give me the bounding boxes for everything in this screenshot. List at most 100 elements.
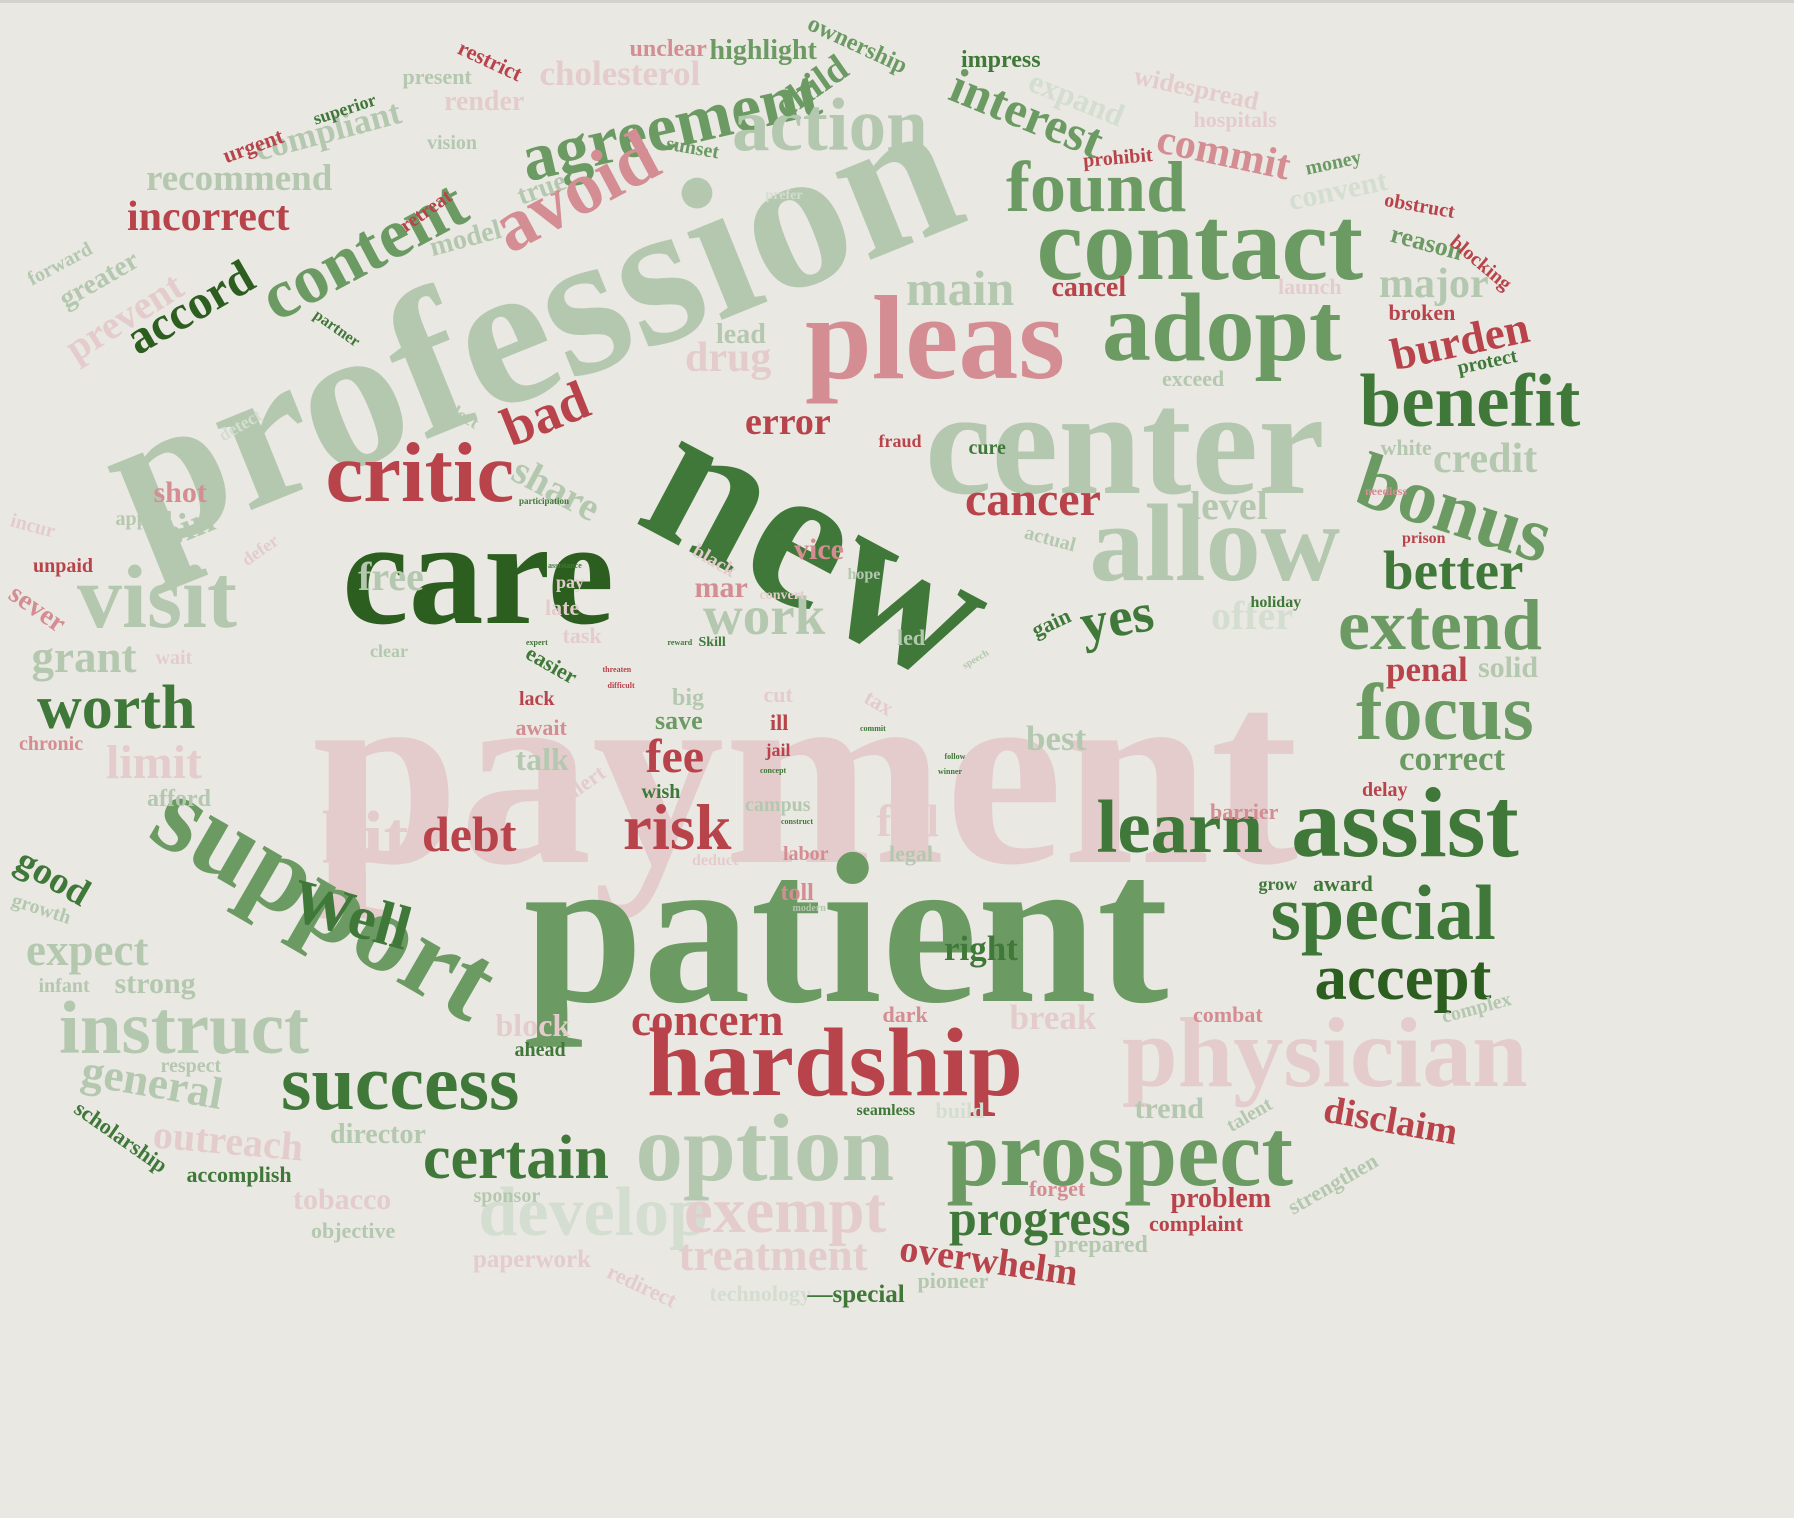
word-accomplish: accomplish	[186, 1162, 292, 1187]
word-risk: risk	[623, 791, 732, 864]
word-barrier: barrier	[1210, 799, 1279, 824]
word-await: await	[515, 715, 567, 740]
word-free: free	[358, 554, 424, 599]
word-legal: legal	[889, 841, 933, 866]
word-focus: focus	[1356, 669, 1534, 757]
word-respect: respect	[160, 1055, 222, 1077]
word-limit: limit	[106, 736, 202, 789]
word-debt: debt	[422, 806, 517, 862]
word-late: late	[545, 595, 580, 620]
word-vice: vice	[794, 533, 844, 566]
word-option: option	[635, 1094, 895, 1201]
word-lead: lead	[716, 319, 766, 350]
word-hope: hope	[847, 566, 881, 583]
word-problem: problem	[1170, 1183, 1272, 1214]
word-modern: modern	[792, 903, 826, 914]
word-prospect: prospect	[946, 1099, 1294, 1206]
word-render: render	[444, 86, 525, 117]
word-follow: follow	[944, 752, 966, 761]
word-action: action	[732, 83, 928, 167]
word-fee: fee	[645, 730, 705, 783]
word-exempt: exempt	[684, 1174, 887, 1247]
word-tobacco: tobacco	[293, 1183, 392, 1216]
word-special-small: —special	[807, 1280, 905, 1308]
word-recommend: recommend	[146, 157, 333, 199]
word-threaten: threaten	[602, 665, 632, 674]
word-dark: dark	[882, 1002, 928, 1027]
word-unpaid: unpaid	[33, 555, 94, 577]
word-accept: accept	[1314, 941, 1492, 1014]
word-expect: expect	[26, 924, 149, 975]
word-progress: progress	[949, 1190, 1131, 1246]
word-instruct: instruct	[59, 986, 309, 1070]
word-excel: excel	[772, 525, 790, 534]
word-assist: assist	[1291, 767, 1519, 878]
word-vision: vision	[427, 132, 478, 154]
word-break: break	[1009, 997, 1097, 1037]
word-actual: actual	[1022, 521, 1079, 557]
word-campus: campus	[745, 794, 811, 816]
word-lack: lack	[519, 688, 555, 710]
word-major: major	[1379, 261, 1489, 307]
word-highlight: highlight	[709, 35, 817, 66]
word-physician: physician	[1122, 997, 1528, 1108]
word-cancel: cancel	[1051, 272, 1127, 303]
word-forget: forget	[1029, 1176, 1086, 1201]
word-patient: patient	[523, 808, 1169, 1048]
word-care: care	[342, 490, 615, 656]
word-pleas: pleas	[805, 271, 1066, 404]
word-right: right	[944, 928, 1018, 968]
word-task: task	[562, 623, 602, 648]
word-construct: construct	[781, 817, 813, 826]
word-complaint: complaint	[1149, 1211, 1244, 1236]
word-pay: pay	[556, 572, 585, 592]
word-toll: toll	[780, 880, 814, 906]
word-penal: penal	[1386, 649, 1468, 689]
word-cholesterol: cholesterol	[539, 53, 701, 93]
word-main: main	[906, 260, 1015, 316]
word-develop: develop	[478, 1174, 708, 1251]
word-special: special	[1270, 869, 1496, 956]
word-critic: critic	[325, 425, 515, 520]
word-big: big	[672, 685, 705, 711]
word-drug: drug	[685, 335, 772, 381]
word-appeal: appeal	[115, 508, 173, 530]
word-difficult: difficult	[607, 681, 635, 690]
word-cure: cure	[968, 437, 1006, 459]
word-payment: payment	[312, 626, 1299, 920]
word-certain: certain	[423, 1124, 609, 1192]
word-success: success	[281, 1039, 520, 1126]
word-level: level	[1190, 483, 1268, 528]
word-credit: credit	[1433, 436, 1538, 482]
word-yes: yes	[1074, 580, 1158, 654]
word-afford: afford	[147, 786, 211, 812]
word-concern: concern	[631, 994, 784, 1045]
word-correct: correct	[1399, 738, 1506, 778]
word-concept: concept	[760, 766, 787, 775]
word-combat: combat	[1193, 1002, 1263, 1027]
word-adopt: adopt	[1102, 274, 1342, 382]
word-commit-small: commit	[860, 724, 886, 733]
word-pioneer: pioneer	[917, 1268, 989, 1293]
word-labor: labor	[783, 843, 829, 865]
word-hardship: hardship	[647, 1009, 1023, 1117]
word-paperwork: paperwork	[473, 1245, 592, 1273]
word-redirect: redirect	[603, 1258, 681, 1313]
word-wish: wish	[641, 781, 681, 803]
word-expert: expert	[526, 638, 548, 647]
word-error: error	[745, 401, 831, 443]
word-infant: infant	[38, 975, 90, 997]
word-fraud: fraud	[878, 431, 922, 451]
word-hospitals: hospitals	[1193, 107, 1277, 132]
word-solid: solid	[1478, 651, 1539, 684]
word-incur: incur	[7, 509, 58, 543]
word-incorrect: incorrect	[127, 194, 290, 240]
word-launch: launch	[1278, 274, 1342, 299]
word-ill: ill	[770, 710, 789, 735]
word-talk: talk	[515, 741, 569, 777]
word-allow: allow	[1089, 482, 1341, 604]
word-obstruct: obstruct	[1382, 188, 1456, 224]
word-delay: delay	[1362, 779, 1408, 801]
word-contact: contact	[1036, 184, 1364, 302]
word-strong: strong	[114, 967, 196, 1000]
